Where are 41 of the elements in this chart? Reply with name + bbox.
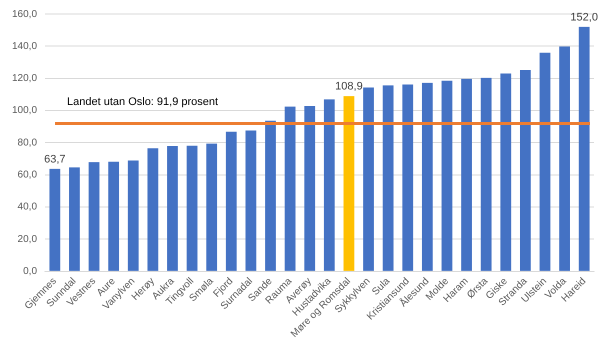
y-tick-label: 140,0 <box>12 40 38 52</box>
bar <box>324 99 335 271</box>
bar <box>402 84 414 271</box>
y-tick-label: 60,0 <box>18 170 38 181</box>
bar <box>147 148 158 271</box>
y-tick-label: 160,0 <box>12 8 38 20</box>
bar <box>246 130 256 271</box>
bar <box>363 88 374 271</box>
bar <box>206 144 218 271</box>
bar <box>284 106 296 271</box>
bar <box>304 106 316 271</box>
data-label: 63,7 <box>44 153 66 166</box>
bar <box>540 52 550 271</box>
y-tick-label: 0,0 <box>23 266 38 278</box>
bar <box>559 46 570 271</box>
bar <box>500 74 512 271</box>
bar <box>382 85 394 271</box>
bar <box>88 162 100 271</box>
bar <box>422 82 433 271</box>
bar <box>108 162 120 271</box>
y-tick-label: 20,0 <box>18 234 38 245</box>
bar <box>128 160 139 271</box>
data-label: 108,9 <box>335 80 363 93</box>
bar <box>49 168 60 271</box>
bar <box>442 80 452 271</box>
bar <box>520 70 531 271</box>
bar <box>69 167 80 271</box>
ref-line-label: Landet utan Oslo: 91,9 prosent <box>67 96 218 108</box>
y-tick-label: 80,0 <box>18 137 38 148</box>
bar <box>578 26 590 271</box>
data-label: 152,0 <box>570 11 598 24</box>
bar <box>186 146 198 271</box>
bar <box>167 146 178 271</box>
bar <box>265 120 276 271</box>
bar <box>226 132 237 271</box>
y-tick-label: 100,0 <box>12 105 38 116</box>
bar <box>480 78 492 271</box>
bar <box>344 96 354 271</box>
y-tick-label: 40,0 <box>18 202 38 213</box>
bar <box>461 78 472 271</box>
y-tick-label: 120,0 <box>12 73 38 84</box>
